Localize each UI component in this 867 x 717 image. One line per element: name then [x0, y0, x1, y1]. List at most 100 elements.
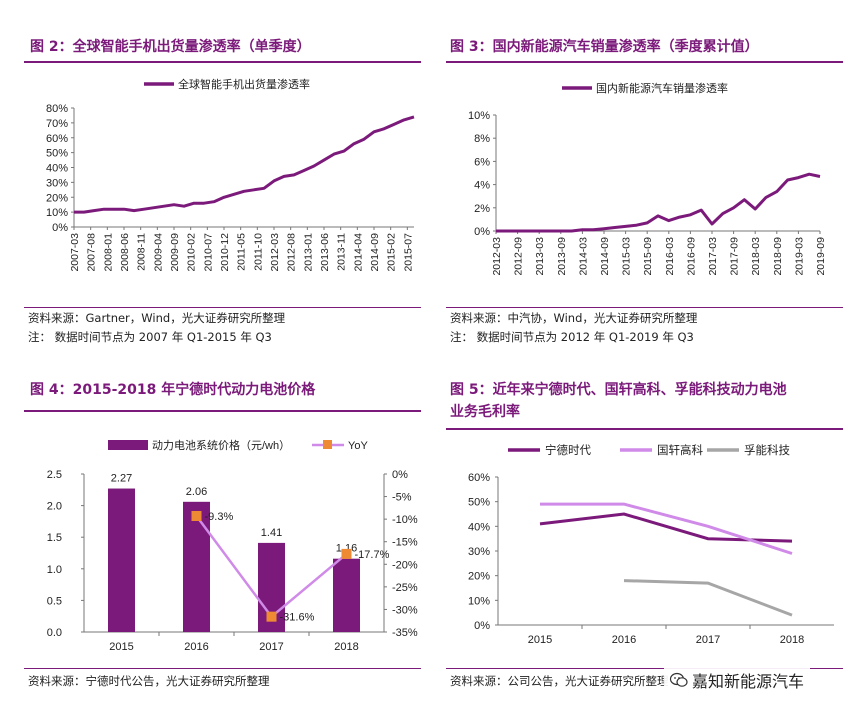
watermark-text: 嘉知新能源汽车 [692, 672, 805, 691]
legend-label-bar: 动力电池系统价格（元/wh） [152, 438, 290, 452]
y-tick-label: 20% [468, 571, 490, 583]
y-tick-label: 1.0 [47, 564, 62, 576]
x-tick-label: 2012-09 [513, 237, 525, 276]
x-tick-label: 2015 [528, 634, 552, 646]
y-tick-label: 20% [46, 192, 68, 204]
fig4-chart: 动力电池系统价格（元/wh） YoY 0.0 0.5 1.0 1.5 2.0 2.5 0% -5%… [47, 438, 418, 653]
bar [183, 501, 210, 632]
x-tick-label: 2014-04 [352, 233, 364, 272]
x-tick-label: 2018 [334, 641, 358, 653]
x-tick-label: 2013-06 [319, 233, 331, 272]
bar-value-label: 2.06 [186, 486, 207, 498]
x-tick-label: 2010-02 [186, 233, 198, 272]
x-tick-label: 2016-03 [664, 237, 676, 276]
x-tick-label: 2007-03 [69, 233, 81, 272]
legend-label: 孚能科技 [744, 443, 790, 457]
fig4-title-rule [24, 410, 421, 412]
fig5-title-rule [446, 428, 843, 430]
y-tick-label: 40% [468, 521, 490, 533]
bar-value-label: 1.41 [261, 527, 282, 539]
x-tick-label: 2017 [259, 641, 283, 653]
y2-tick-label: -20% [392, 559, 418, 571]
y-tick-label: 40% [46, 163, 68, 175]
bar-value-label: 2.27 [111, 473, 132, 485]
x-tick-label: 2013-11 [336, 233, 348, 271]
yoy-marker [191, 510, 202, 521]
fig3-source: 资料来源：中汽协，Wind，光大证券研究所整理 [450, 311, 698, 325]
y2-tick-label: -35% [392, 627, 418, 639]
fig2-source-rule [24, 307, 421, 308]
x-tick-label: 2010-07 [202, 233, 214, 272]
yoy-value-label: -17.7% [355, 549, 390, 561]
x-tick-label: 2018 [780, 634, 804, 646]
x-tick-label: 2012-03 [269, 233, 281, 272]
y-tick-label: 60% [46, 133, 68, 145]
fig4-source: 资料来源：宁德时代公告，光大证券研究所整理 [28, 674, 270, 688]
y-tick-label: 50% [46, 148, 68, 160]
y-tick-label: 50% [468, 497, 490, 509]
legend-label: 国轩高科 [657, 443, 703, 457]
x-tick-label: 2013-03 [534, 237, 546, 276]
x-tick-label: 2009-04 [152, 233, 164, 272]
x-tick-label: 2011-10 [252, 233, 264, 271]
y-tick-label: 0.0 [47, 627, 62, 639]
x-tick-label: 2008-06 [119, 233, 131, 272]
yoy-marker [341, 548, 352, 559]
y-tick-label: 6% [474, 156, 490, 168]
x-tick-label: 2012-08 [286, 233, 298, 272]
x-tick-label: 2008-01 [102, 233, 114, 272]
fig2-title: 图 2：全球智能手机出货量渗透率（单季度） [30, 39, 311, 55]
fig5-title-line1: 图 5：近年来宁德时代、国轩高科、孚能科技动力电池 [450, 382, 787, 398]
y-tick-label: 10% [468, 110, 490, 122]
series-line [74, 115, 415, 214]
series-line [623, 579, 793, 617]
x-tick-label: 2010-12 [219, 233, 231, 272]
y2-tick-label: -5% [392, 492, 412, 504]
x-tick-label: 2009-09 [169, 233, 181, 272]
legend-label-line: YoY [348, 440, 368, 452]
yoy-marker [266, 611, 277, 622]
fig3-source-rule [446, 307, 843, 308]
y2-tick-label: -25% [392, 582, 418, 594]
x-tick-label: 2015-07 [402, 233, 414, 272]
x-tick-label: 2015-02 [386, 233, 398, 272]
fig2-title-rule [24, 61, 421, 63]
yoy-value-label: -9.3% [205, 511, 234, 523]
y-tick-label: 0.5 [47, 595, 62, 607]
legend-label: 宁德时代 [545, 443, 591, 457]
x-tick-label: 2016-09 [685, 237, 697, 276]
fig5-chart: 宁德时代 国轩高科 孚能科技 0% 10% 20% 30% 40% 50% 60% 2015 2016… [468, 443, 834, 646]
y-tick-label: 1.5 [47, 532, 62, 544]
x-tick-label: 2014-09 [599, 237, 611, 276]
bar [108, 488, 135, 632]
legend-label: 国内新能源汽车销量渗透率 [596, 81, 728, 95]
fig4-source-rule [24, 668, 421, 669]
wechat-icon [669, 672, 688, 688]
y-tick-label: 10% [46, 207, 68, 219]
x-tick-label: 2015-09 [642, 237, 654, 276]
fig5-source-rule [446, 668, 843, 669]
bar-value-label: 1.16 [336, 543, 357, 555]
y-tick-label: 2.5 [47, 469, 62, 481]
x-tick-label: 2018-09 [772, 237, 784, 276]
x-tick-label: 2014-03 [577, 237, 589, 276]
x-tick-label: 2019-09 [815, 237, 827, 276]
y-tick-label: 60% [468, 472, 490, 484]
y-tick-label: 2.0 [47, 501, 62, 513]
y2-tick-label: -10% [392, 514, 418, 526]
x-tick-label: 2017 [696, 634, 720, 646]
series-line [496, 172, 821, 233]
x-tick-label: 2017-03 [707, 237, 719, 276]
bar [333, 558, 360, 632]
y-tick-label: 4% [474, 180, 490, 192]
fig3-title: 图 3：国内新能源汽车销量渗透率（季度累计值） [450, 39, 759, 55]
fig5-source: 资料来源：公司公告，光大证券研究所整理 [450, 674, 669, 688]
fig2-source: 资料来源：Gartner，Wind，光大证券研究所整理 [28, 311, 286, 325]
y-tick-label: 30% [468, 546, 490, 558]
x-tick-label: 2013-01 [302, 233, 314, 272]
x-tick-label: 2019-03 [793, 237, 805, 276]
x-tick-label: 2018-03 [750, 237, 762, 276]
y-tick-label: 2% [474, 203, 490, 215]
fig3-note: 注： 数据时间节点为 2012 年 Q1-2019 年 Q3 [450, 330, 694, 344]
legend-label: 全球智能手机出货量渗透率 [178, 77, 310, 91]
